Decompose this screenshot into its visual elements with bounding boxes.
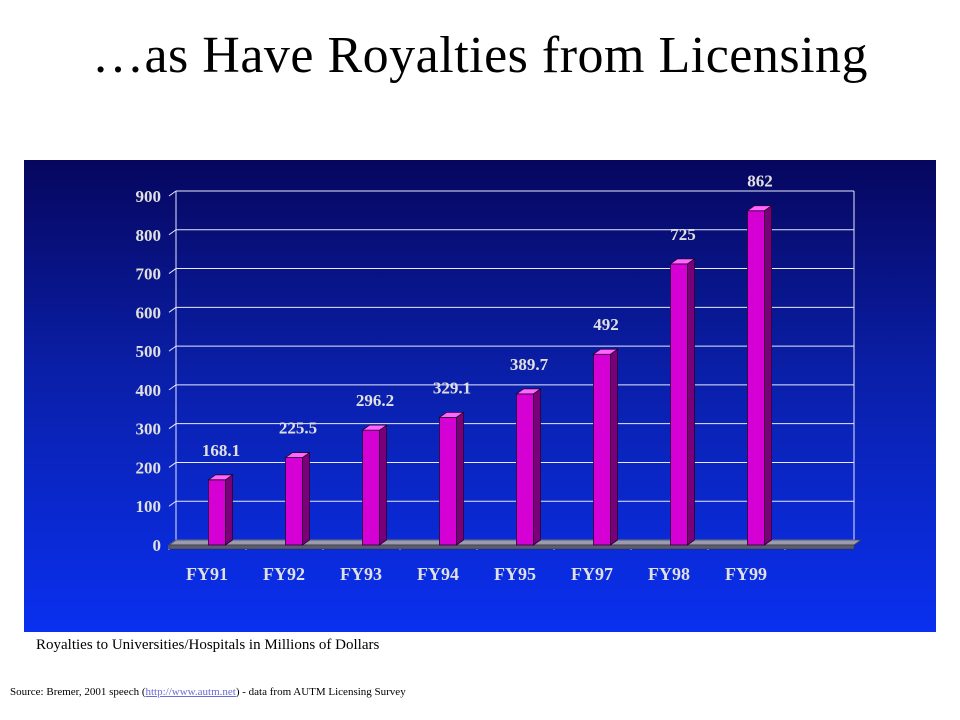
chart-caption: Royalties to Universities/Hospitals in M…	[36, 637, 380, 653]
data-labels: 168.1 225.5 296.2 329.1 389.7 492 725 862	[202, 172, 773, 460]
bar-side	[687, 258, 695, 546]
data-label: 862	[747, 172, 773, 191]
gridline-depth	[168, 190, 177, 197]
gridline-depth	[168, 384, 177, 391]
data-label: 329.1	[433, 378, 471, 397]
bar-front	[285, 457, 303, 546]
bar-top	[669, 258, 696, 265]
y-axis-ticks: 0 100 200 300 400 500 600 700 800 900	[136, 187, 162, 555]
data-label: 168.1	[202, 441, 240, 460]
source-prefix: Source: Bremer, 2001 speech (	[10, 686, 146, 698]
bars-layer	[207, 204, 773, 546]
bar-front	[670, 263, 688, 546]
x-tick-label: FY91	[186, 564, 228, 584]
bar-side	[764, 204, 772, 546]
bar-front	[593, 353, 611, 546]
y-tick-label: 0	[153, 536, 162, 555]
x-tick-label: FY92	[263, 564, 305, 584]
slide-title: …as Have Royalties from Licensing	[91, 27, 869, 84]
x-tick-label: FY93	[340, 564, 382, 584]
bar-top	[284, 452, 311, 458]
gridline-depth	[168, 268, 177, 274]
bar-top	[515, 388, 542, 395]
bar-side	[610, 348, 618, 546]
gridline-depth	[168, 306, 177, 313]
gridline-depth	[168, 462, 177, 468]
bar-top	[361, 424, 388, 431]
bar-side	[379, 424, 387, 546]
source-suffix: ) - data from AUTM Licensing Survey	[235, 686, 406, 698]
data-label: 296.2	[356, 391, 394, 410]
y-tick-label: 600	[136, 303, 162, 322]
bar-side	[302, 451, 310, 546]
gridline-depth	[168, 500, 177, 507]
y-tick-label: 800	[136, 226, 162, 245]
data-label: 389.7	[510, 355, 549, 374]
floor-front	[168, 544, 855, 550]
bar-front	[362, 429, 380, 546]
bar-top	[746, 205, 773, 212]
y-tick-label: 700	[136, 265, 162, 284]
bar-side	[225, 474, 233, 546]
bar-top	[438, 411, 465, 418]
bar-side	[456, 411, 464, 546]
x-axis-ticks: FY91 FY92 FY93 FY94 FY95 FY97 FY98 FY99	[186, 564, 767, 584]
gridline-depth	[168, 423, 177, 430]
y-tick-label: 300	[136, 420, 162, 439]
data-label: 725	[670, 225, 696, 244]
y-tick-label: 900	[136, 187, 162, 206]
data-label: 492	[593, 315, 619, 334]
chart-panel: 0 100 200 300 400 500 600 700 800 900 FY91 FY92 FY9…	[24, 160, 936, 632]
y-tick-label: 500	[136, 342, 162, 361]
x-tick-label: FY94	[417, 564, 459, 584]
y-tick-label: 400	[136, 381, 162, 400]
x-tick-label: FY97	[571, 564, 613, 584]
bar-front	[747, 210, 765, 546]
gridline-depth	[168, 229, 177, 236]
gridline-depth	[168, 345, 177, 352]
bar-front	[439, 416, 457, 546]
x-tick-label: FY95	[494, 564, 536, 584]
y-tick-label: 200	[136, 458, 162, 477]
bar-side	[533, 388, 541, 546]
bar-top	[207, 474, 234, 481]
x-tick-label: FY98	[648, 564, 690, 584]
bar-top	[592, 348, 619, 355]
source-link[interactable]: http://www.autm.net	[145, 686, 236, 698]
data-label: 225.5	[279, 419, 317, 438]
bar-front	[516, 393, 534, 546]
x-tick-label: FY99	[725, 564, 767, 584]
source-note: Source: Bremer, 2001 speech (http://www.…	[10, 686, 406, 698]
y-tick-label: 100	[136, 497, 162, 516]
bar-front	[208, 479, 226, 546]
